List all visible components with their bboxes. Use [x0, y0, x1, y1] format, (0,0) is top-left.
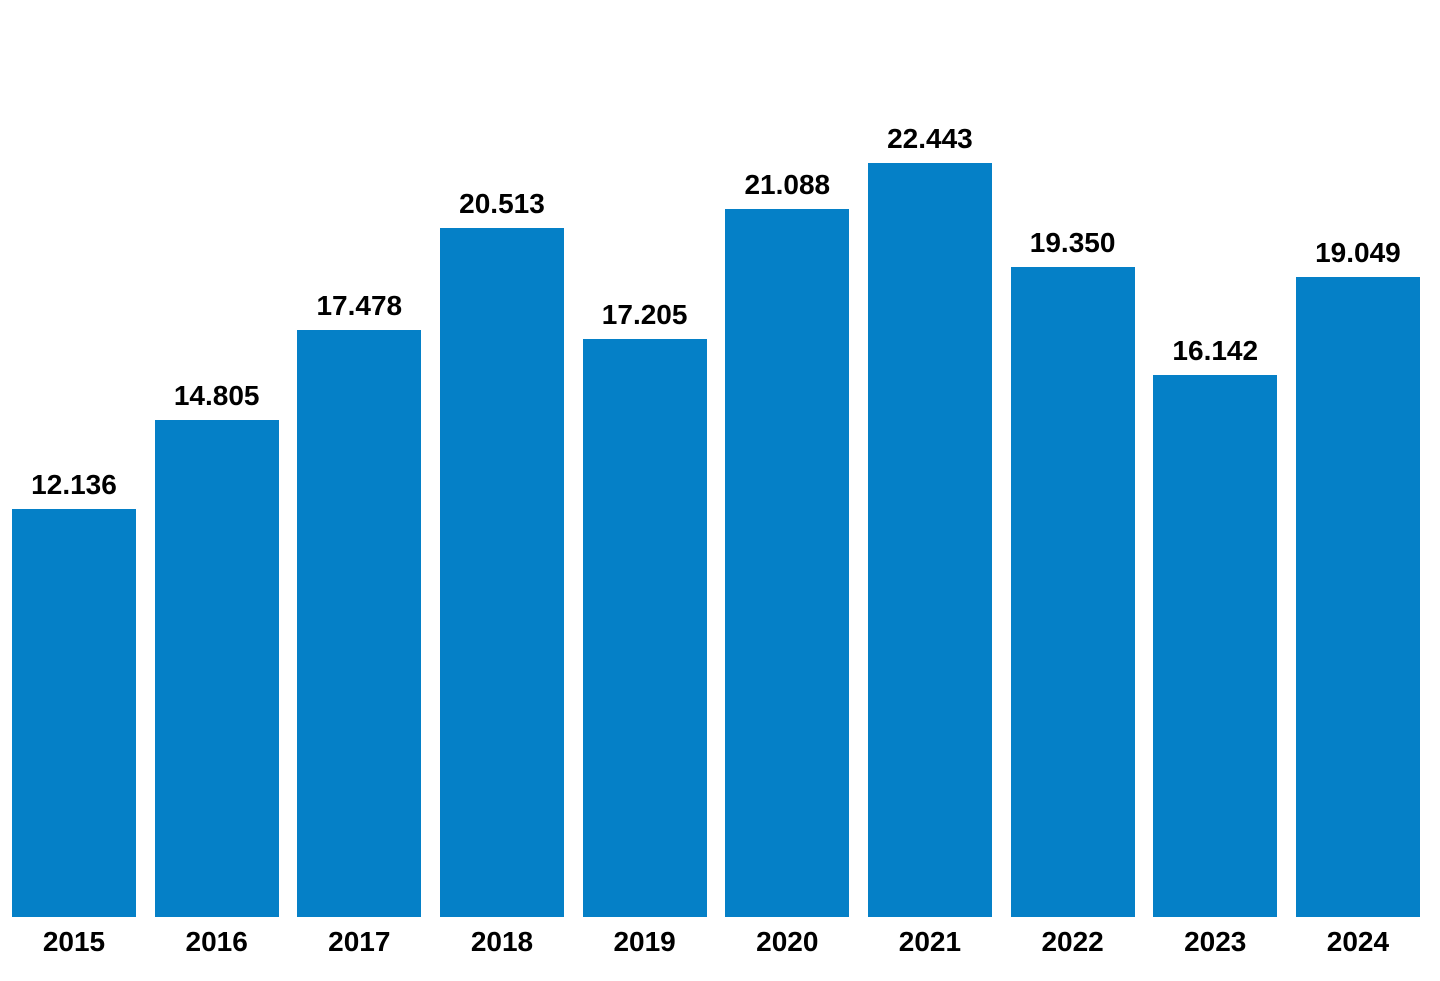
bar-column: 20.513 2018 — [439, 188, 564, 981]
x-axis-label: 2016 — [185, 926, 248, 957]
bar-value-label: 19.350 — [1029, 227, 1116, 258]
bar-value-label: 12.136 — [31, 469, 117, 500]
bar-column: 19.049 2024 — [1295, 237, 1420, 981]
bar-column: 12.136 2015 — [12, 470, 136, 981]
bar-value-label: 20.513 — [459, 188, 545, 219]
bar-column: 19.350 2022 — [1010, 227, 1135, 981]
bar-value-label: 21.088 — [744, 169, 831, 200]
x-axis-label: 2017 — [328, 926, 391, 957]
bar-value-label: 16.142 — [1172, 335, 1259, 366]
bar-value-label: 22.443 — [887, 123, 973, 154]
bar-column: 16.142 2023 — [1153, 335, 1278, 981]
bar-value-label: 14.805 — [173, 380, 260, 411]
bar-column: 14.805 2016 — [154, 380, 279, 981]
bar — [582, 339, 707, 917]
bar — [12, 509, 136, 917]
bar-value-label: 17.478 — [316, 290, 403, 321]
bar-column: 21.088 2020 — [725, 169, 850, 981]
bar — [1010, 267, 1135, 917]
x-axis-label: 2015 — [42, 926, 106, 957]
x-axis-label: 2023 — [1184, 926, 1247, 957]
bar — [1295, 277, 1420, 917]
bar — [725, 209, 850, 917]
bar — [867, 163, 992, 917]
x-axis-label: 2022 — [1041, 926, 1104, 957]
x-axis-label: 2018 — [470, 926, 534, 957]
bar — [154, 420, 279, 917]
bar — [439, 228, 564, 917]
x-axis-label: 2024 — [1326, 926, 1390, 957]
bar-value-label: 19.049 — [1315, 237, 1401, 268]
bar-column: 17.205 2019 — [582, 299, 707, 981]
x-axis-label: 2020 — [756, 926, 819, 957]
bar — [1153, 375, 1278, 917]
x-axis-label: 2019 — [613, 926, 676, 957]
bar-column: 17.478 2017 — [297, 290, 422, 981]
bar-column: 22.443 2021 — [867, 123, 992, 981]
bar-value-label: 17.205 — [601, 299, 688, 330]
x-axis-label: 2021 — [898, 926, 962, 957]
plot-area: 12.136 2015 14.805 2016 17.478 2017 20.513 2018… — [12, 0, 1420, 981]
bar — [297, 330, 422, 917]
